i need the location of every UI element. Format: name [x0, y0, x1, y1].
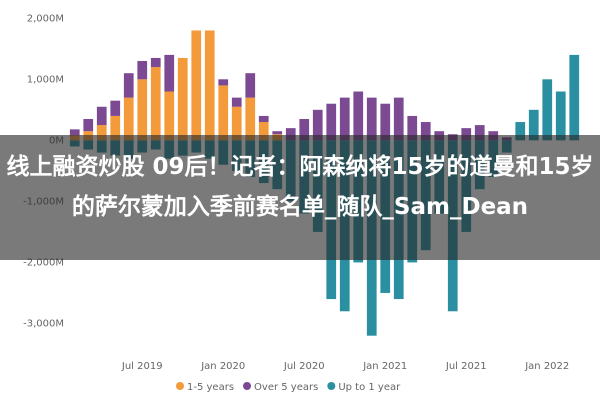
bar-segment [555, 91, 566, 141]
bar-segment [285, 128, 296, 141]
bar-segment [339, 97, 350, 141]
y-tick-label: -3,000M [23, 318, 64, 329]
bar-segment [204, 30, 215, 141]
bar-segment [231, 97, 242, 107]
bar-segment [191, 30, 202, 141]
x-tick-label: Jul 2019 [121, 361, 163, 372]
bar-segment [164, 91, 175, 141]
legend-label: Up to 1 year [338, 382, 401, 393]
bar-segment [542, 79, 553, 141]
bar-segment [177, 57, 188, 141]
bar-segment [312, 109, 323, 141]
bar-segment [326, 103, 337, 141]
x-tick-label: Jan 2021 [362, 361, 407, 372]
legend-swatch [176, 382, 184, 390]
bar-segment [218, 85, 229, 141]
bar-segment [110, 115, 121, 141]
bar-segment [123, 97, 134, 141]
bar-segment [218, 79, 229, 86]
bar-segment [380, 103, 391, 141]
bar-segment [299, 118, 310, 141]
bar-segment [258, 115, 269, 123]
bar-segment [569, 54, 580, 141]
bar-segment [69, 129, 80, 136]
y-tick-label: -2,000M [23, 257, 64, 268]
bar-segment [420, 122, 431, 141]
legend-label: Over 5 years [254, 382, 318, 393]
bar-segment [96, 125, 107, 141]
bar-segment [407, 115, 418, 141]
bar-segment [393, 97, 404, 141]
bar-segment [123, 73, 134, 98]
x-tick-label: Jul 2020 [283, 361, 325, 372]
bar-segment [96, 106, 107, 126]
x-tick-label: Jan 2020 [200, 361, 245, 372]
bar-segment [272, 131, 283, 135]
bar-segment [515, 122, 526, 141]
bar-segment [474, 125, 485, 141]
bar-segment [366, 97, 377, 141]
bar-segment [245, 97, 256, 141]
legend-label: 1-5 years [187, 382, 234, 393]
bar-segment [137, 60, 148, 80]
bar-segment [150, 57, 161, 68]
bar-segment [110, 100, 121, 116]
y-tick-label: 2,000M [27, 13, 64, 24]
bar-segment [528, 109, 539, 141]
bar-segment [353, 91, 364, 141]
bar-segment [258, 122, 269, 141]
bar-segment [231, 106, 242, 141]
x-tick-label: Jan 2022 [524, 361, 569, 372]
legend-swatch [327, 382, 336, 390]
bar-segment [83, 118, 94, 132]
bar-segment [150, 67, 161, 141]
x-tick-label: Jul 2021 [445, 361, 487, 372]
y-tick-label: 1,000M [27, 74, 64, 85]
caption-banner: 线上融资炒股 09后！记者：阿森纳将15岁的道曼和15岁的萨尔蒙加入季前赛名单_… [0, 135, 600, 260]
bar-segment [461, 128, 472, 141]
legend-swatch [243, 382, 252, 390]
bar-segment [245, 73, 256, 98]
bar-segment [164, 54, 175, 92]
bar-segment [137, 79, 148, 141]
